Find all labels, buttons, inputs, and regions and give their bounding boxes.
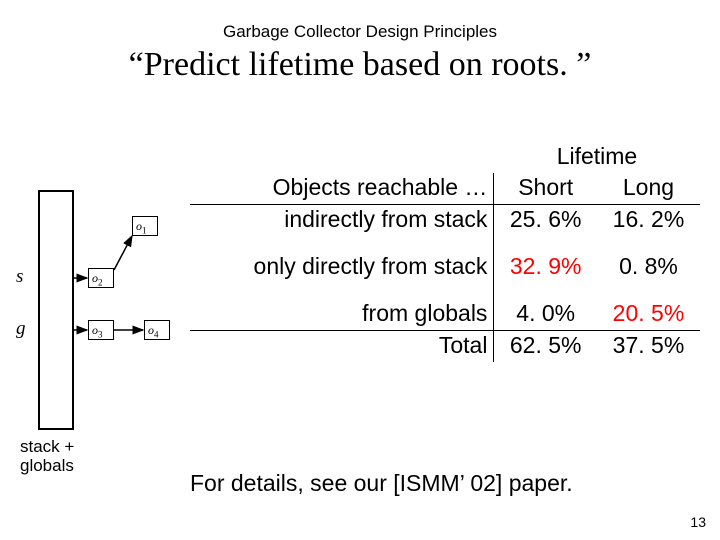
slide-subtitle: Garbage Collector Design Principles [0,0,720,42]
row1-desc-l1: Objects reachable … [190,173,494,205]
row2-desc: only directly from stack [190,252,494,283]
table-row-total: Total 62. 5% 37. 5% [190,331,700,363]
row3-long: 20. 5% [597,299,700,331]
lifetime-table: Lifetime Objects reachable … Short Long … [190,142,700,362]
diagram-arrows [30,190,200,450]
table-row: indirectly from stack 25. 6% 16. 2% [190,205,700,237]
row1-short: 25. 6% [494,205,597,237]
slide-title: “Predict lifetime based on roots. ” [0,42,720,84]
total-desc: Total [190,331,494,363]
short-header-cell: Short [494,173,597,205]
global-var-g: g [16,318,26,340]
table-header-row: Objects reachable … Short Long [190,173,700,205]
stack-var-s: s [16,266,23,288]
long-header-cell: Long [597,173,700,205]
footer-note: For details, see our [ISMM’ 02] paper. [190,470,573,497]
row3-short: 4. 0% [494,299,597,331]
row2-long: 0. 8% [597,252,700,283]
lifetime-header-cell: Lifetime [494,142,700,173]
total-short: 62. 5% [494,331,597,363]
row1-desc-l2: indirectly from stack [190,205,494,237]
row1-long: 16. 2% [597,205,700,237]
table-row: only directly from stack 32. 9% 0. 8% [190,252,700,283]
roots-diagram: s g stack +globals o1 o2 o3 o4 [30,190,200,460]
slide-number: 13 [690,514,706,530]
table-header-lifetime: Lifetime [190,142,700,173]
row2-short: 32. 9% [494,252,597,283]
total-long: 37. 5% [597,331,700,363]
row3-desc: from globals [190,299,494,331]
table-row: from globals 4. 0% 20. 5% [190,299,700,331]
